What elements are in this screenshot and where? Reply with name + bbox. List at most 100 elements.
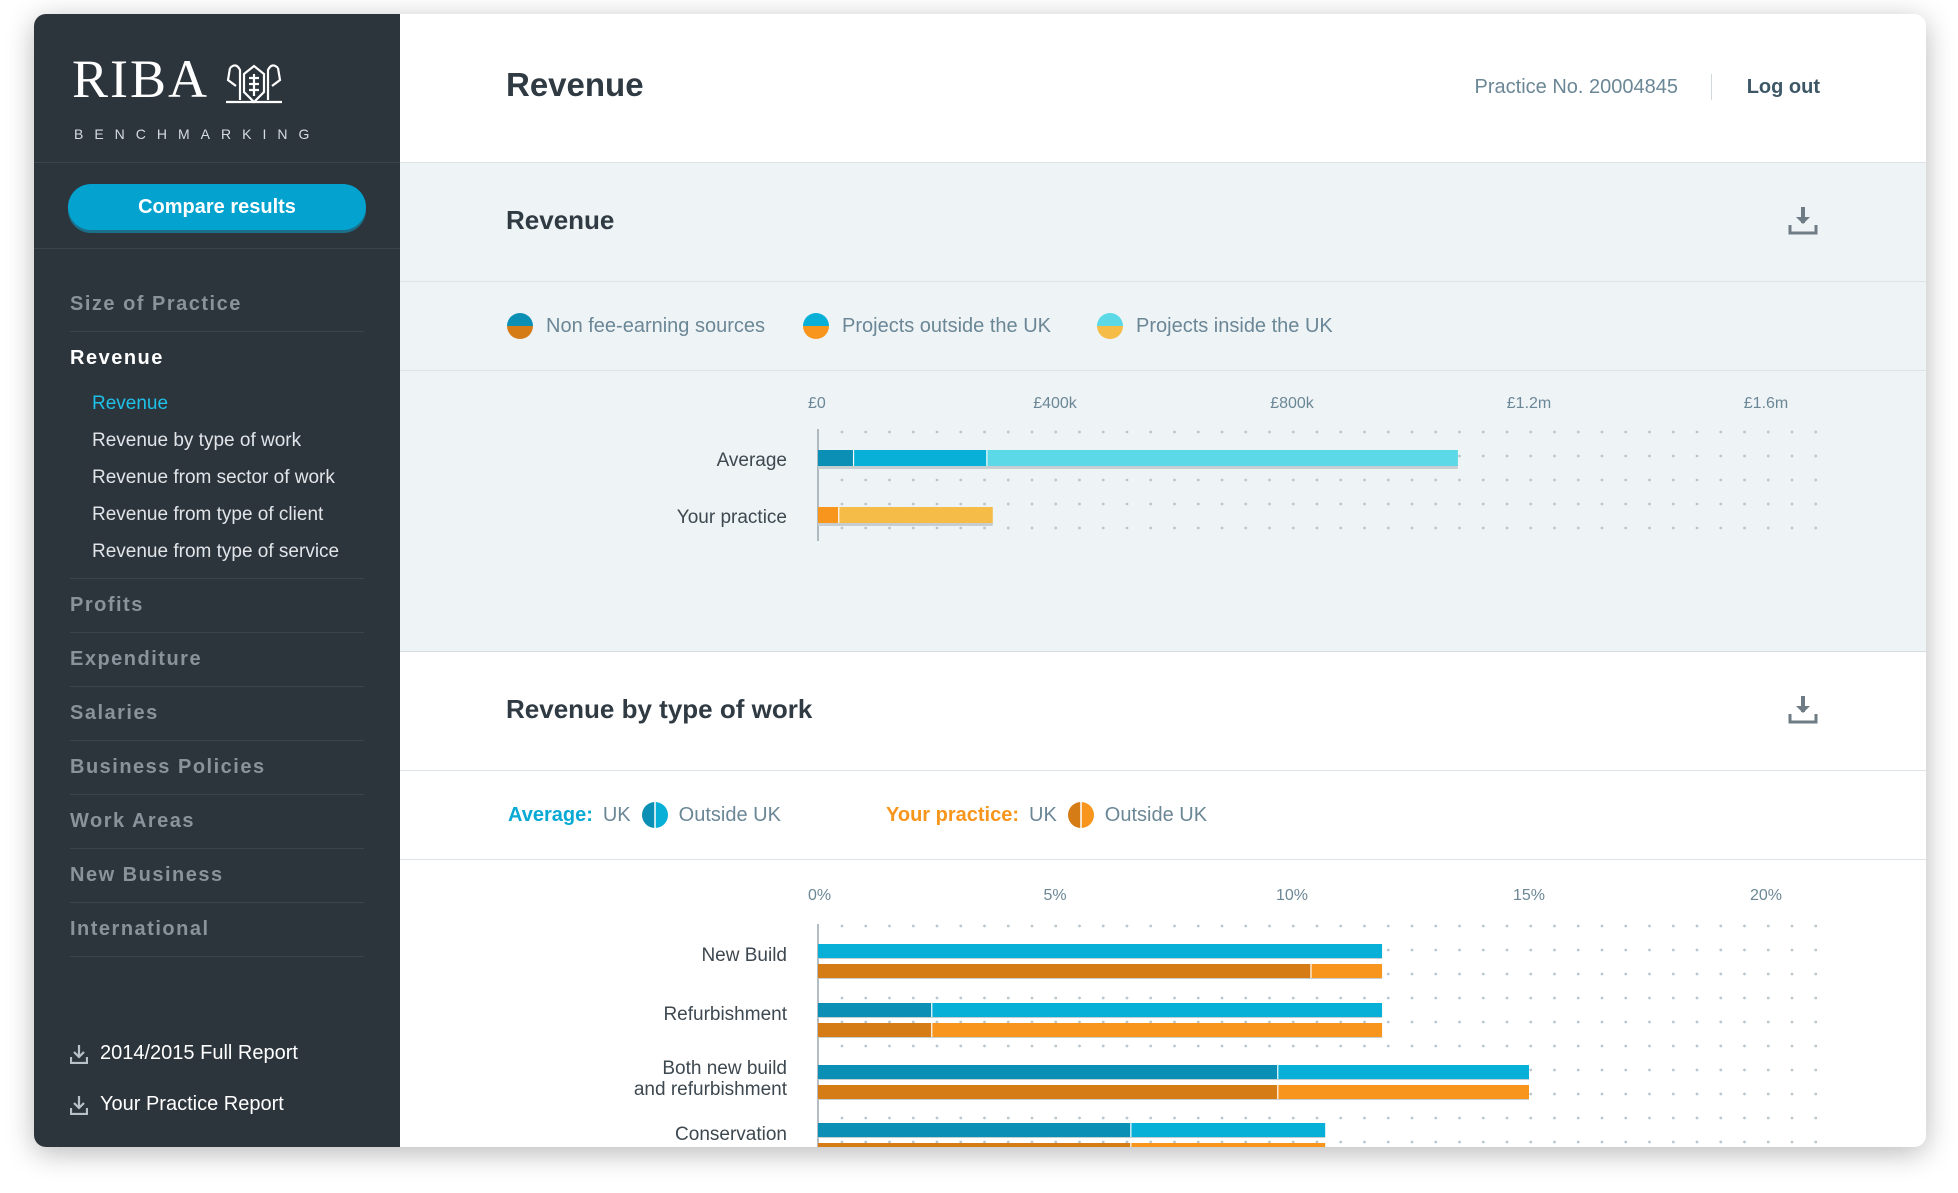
grid-dot <box>1671 948 1675 952</box>
grid-dot <box>1529 1068 1533 1072</box>
grid-dot <box>1695 430 1699 434</box>
grid-dot <box>1600 1020 1604 1024</box>
grid-dot <box>1101 1116 1105 1120</box>
grid-dot <box>1743 1116 1746 1120</box>
compare-results-button[interactable]: Compare results <box>68 184 366 230</box>
nav-sub-revenue-by-type-of-work[interactable]: Revenue by type of work <box>92 430 302 451</box>
half-circle-cyan-yellow-icon <box>1097 313 1123 339</box>
grid-dot <box>1410 924 1414 928</box>
practice-report-link[interactable]: Your Practice Report <box>70 1093 284 1116</box>
nav-sub-revenue[interactable]: Revenue <box>92 393 169 414</box>
legend-your-practice: Your practice: UK Outside UK <box>886 801 1207 829</box>
grid-dot <box>1315 924 1319 928</box>
full-report-link[interactable]: 2014/2015 Full Report <box>70 1042 298 1065</box>
grid-dot <box>1624 502 1628 506</box>
grid-dot <box>1790 1068 1794 1072</box>
grid-dot <box>1766 502 1770 506</box>
legend-uk-label: UK <box>602 803 631 826</box>
grid-dot <box>1790 1092 1794 1096</box>
nav-business-policies[interactable]: Business Policies <box>70 741 364 795</box>
grid-dot <box>1671 1068 1675 1072</box>
grid-dot <box>1648 1020 1651 1024</box>
grid-dot <box>1244 502 1248 506</box>
grid-dot <box>1220 924 1224 928</box>
grid-dot <box>1624 430 1628 434</box>
grid-dot <box>1101 478 1105 482</box>
grid-dot <box>1695 502 1699 506</box>
nav-salaries[interactable]: Salaries <box>70 687 364 741</box>
grid-dot <box>1553 948 1556 952</box>
nav-profits[interactable]: Profits <box>70 579 364 633</box>
grid-dot <box>1624 1068 1628 1072</box>
grid-dot <box>1505 430 1509 434</box>
split-circle-blue-icon <box>641 802 668 828</box>
nav-sub-revenue-type-of-service[interactable]: Revenue from type of service <box>92 541 340 562</box>
grid-dot <box>1743 1068 1746 1072</box>
grid-dot <box>1529 478 1533 482</box>
grid-dot <box>1481 526 1485 530</box>
bar-segment <box>931 1023 1383 1037</box>
grid-dot <box>1576 526 1580 530</box>
grid-dot <box>1648 1092 1651 1096</box>
grid-dot <box>1173 924 1176 928</box>
nav-sub-revenue-sector-of-work[interactable]: Revenue from sector of work <box>92 467 335 488</box>
logout-link[interactable]: Log out <box>1746 76 1820 98</box>
grid-dot <box>1078 478 1081 482</box>
grid-dot <box>1030 526 1034 530</box>
grid-dot <box>1006 996 1010 1000</box>
grid-dot <box>1766 430 1770 434</box>
bar-segment <box>818 450 854 466</box>
bar-segment <box>838 507 993 523</box>
grid-dot <box>1695 996 1699 1000</box>
grid-dot <box>1244 1140 1248 1144</box>
grid-dot <box>1434 996 1438 1000</box>
grid-dot <box>1196 924 1200 928</box>
nav-expenditure[interactable]: Expenditure <box>70 633 364 687</box>
grid-dot <box>1363 924 1366 928</box>
grid-dot <box>1624 1044 1628 1048</box>
grid-dot <box>1268 1116 1271 1120</box>
grid-dot <box>1315 996 1319 1000</box>
grid-dot <box>1196 478 1200 482</box>
grid-dot <box>1743 502 1746 506</box>
grid-dot <box>1125 1116 1129 1120</box>
grid-dot <box>1766 1140 1770 1144</box>
grid-dot <box>1766 924 1770 928</box>
grid-dot <box>1078 1140 1081 1144</box>
nav-sub-revenue-type-of-client[interactable]: Revenue from type of client <box>92 504 324 525</box>
grid-dot <box>1220 526 1224 530</box>
grid-dot <box>1054 924 1058 928</box>
grid-dot <box>1315 526 1319 530</box>
grid-dot <box>1766 1092 1770 1096</box>
grid-dot <box>1125 502 1129 506</box>
riba-logo[interactable]: RIBA BENCHMARKING <box>72 48 309 142</box>
download-icon[interactable] <box>1788 205 1818 235</box>
nav-new-business[interactable]: New Business <box>70 849 364 903</box>
grid-dot <box>1125 996 1129 1000</box>
bar-segment <box>818 1065 1278 1079</box>
grid-dot <box>1743 430 1746 434</box>
grid-dot <box>1101 430 1105 434</box>
grid-dot <box>840 1140 844 1144</box>
legend-average: Average: UK Outside UK <box>508 801 781 829</box>
nav-international[interactable]: International <box>70 903 364 957</box>
grid-dot <box>1600 502 1604 506</box>
nav-revenue[interactable]: Revenue <box>70 347 164 369</box>
grid-dot <box>983 478 986 482</box>
nav-size-of-practice[interactable]: Size of Practice <box>70 278 364 332</box>
grid-dot <box>1291 996 1295 1000</box>
grid-dot <box>1386 526 1390 530</box>
grid-dot <box>840 478 844 482</box>
grid-dot <box>1671 996 1675 1000</box>
download-icon[interactable] <box>1788 694 1818 724</box>
grid-dot <box>1149 1020 1153 1024</box>
grid-dot <box>983 526 986 530</box>
grid-dot <box>1458 1044 1461 1048</box>
grid-dot <box>1790 430 1794 434</box>
grid-dot <box>888 1044 891 1048</box>
nav-work-areas[interactable]: Work Areas <box>70 795 364 849</box>
grid-dot <box>1291 924 1295 928</box>
grid-dot <box>1529 1116 1533 1120</box>
legend-inside-uk: Projects inside the UK <box>1096 312 1333 340</box>
grid-dot <box>1006 478 1010 482</box>
